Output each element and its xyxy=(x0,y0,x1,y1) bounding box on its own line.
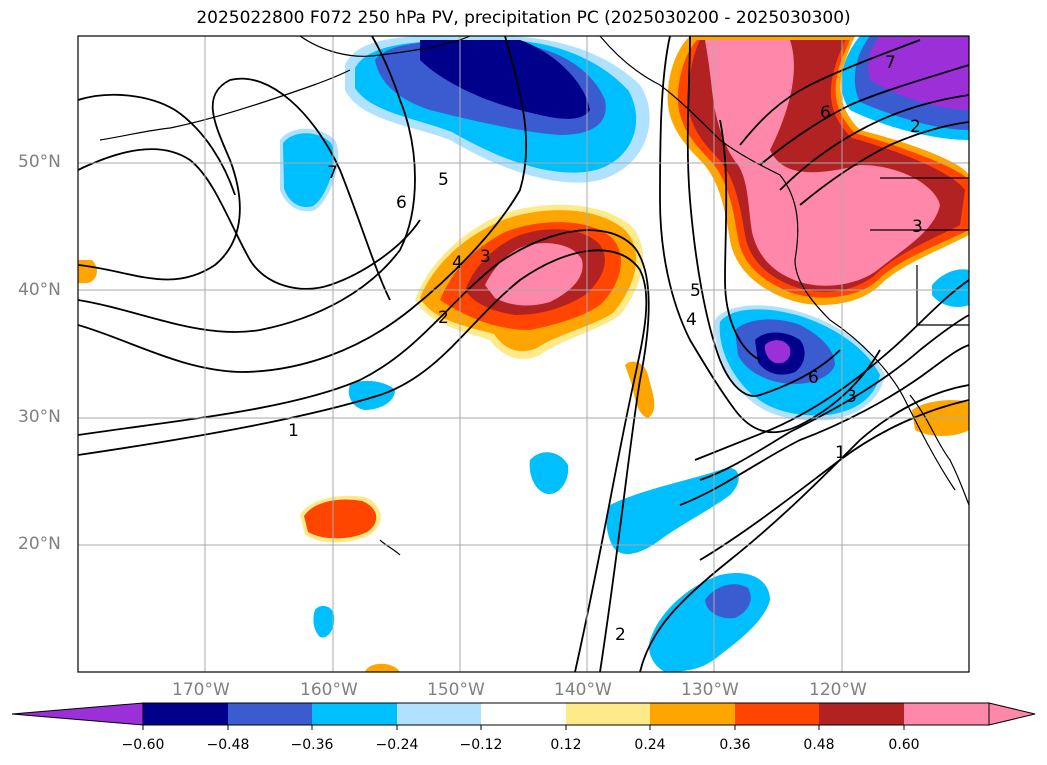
coastlines xyxy=(99,36,969,556)
contour-label: 3 xyxy=(480,247,491,267)
map-title: 2025022800 F072 250 hPa PV, precipitatio… xyxy=(196,8,851,28)
colorbar-cell xyxy=(312,703,397,725)
contour-label: 4 xyxy=(452,253,463,273)
lat-label: 40°N xyxy=(18,280,61,300)
contour-label: 2 xyxy=(438,308,449,328)
contour-label: 2 xyxy=(910,117,921,137)
colorbar-cell xyxy=(143,703,228,725)
colorbar-cell xyxy=(904,703,989,725)
colorbar-tick-label: 0.12 xyxy=(550,737,582,753)
contour-label: 1 xyxy=(835,443,846,463)
colorbar-tick-label: −0.12 xyxy=(459,737,503,753)
colorbar-cell xyxy=(819,703,904,725)
colorbar-cell xyxy=(397,703,481,725)
contour-label: 6 xyxy=(396,193,407,213)
colorbar-extend-min xyxy=(11,702,144,726)
colorbar-tick-label: 0.36 xyxy=(719,737,751,753)
colorbar-tick-label: −0.48 xyxy=(206,737,250,753)
lon-label: 160°W xyxy=(300,680,358,700)
colorbar-extend-max xyxy=(988,702,1036,726)
colorbar-cell xyxy=(228,703,312,725)
lon-label: 130°W xyxy=(681,680,739,700)
contour-label: 5 xyxy=(438,170,449,190)
colorbar-tick-label: −0.60 xyxy=(121,737,165,753)
lon-label: 170°W xyxy=(172,680,230,700)
lat-label: 50°N xyxy=(18,152,61,172)
precip-shading xyxy=(78,36,969,672)
lon-label: 120°W xyxy=(809,680,867,700)
colorbar-cell xyxy=(481,703,566,725)
lat-label: 30°N xyxy=(18,407,61,427)
lon-label: 150°W xyxy=(427,680,485,700)
colorbar-tick-label: 0.48 xyxy=(803,737,835,753)
colorbar-cell xyxy=(735,703,819,725)
map-frame xyxy=(77,35,970,673)
contour-label: 6 xyxy=(808,368,819,388)
contour-label: 1 xyxy=(288,421,299,441)
colorbar xyxy=(11,702,1036,730)
contour-label: 3 xyxy=(846,387,857,407)
lon-label: 140°W xyxy=(554,680,612,700)
colorbar-cell xyxy=(650,703,735,725)
colorbar-tick-label: 0.24 xyxy=(634,737,666,753)
contour-label: 5 xyxy=(690,281,701,301)
graticule xyxy=(78,36,969,672)
colorbar-tick-label: 0.60 xyxy=(888,737,920,753)
contour-label: 7 xyxy=(327,163,338,183)
contour-label: 6 xyxy=(820,103,831,123)
colorbar-tick-label: −0.36 xyxy=(290,737,334,753)
colorbar-cell xyxy=(566,703,650,725)
contour-label: 7 xyxy=(885,53,896,73)
colorbar-tick-label: −0.24 xyxy=(375,737,419,753)
contour-label: 2 xyxy=(615,625,626,645)
lat-label: 20°N xyxy=(18,534,61,554)
contour-label: 4 xyxy=(686,310,697,330)
contour-label: 3 xyxy=(912,217,923,237)
pv-contours xyxy=(78,36,969,672)
